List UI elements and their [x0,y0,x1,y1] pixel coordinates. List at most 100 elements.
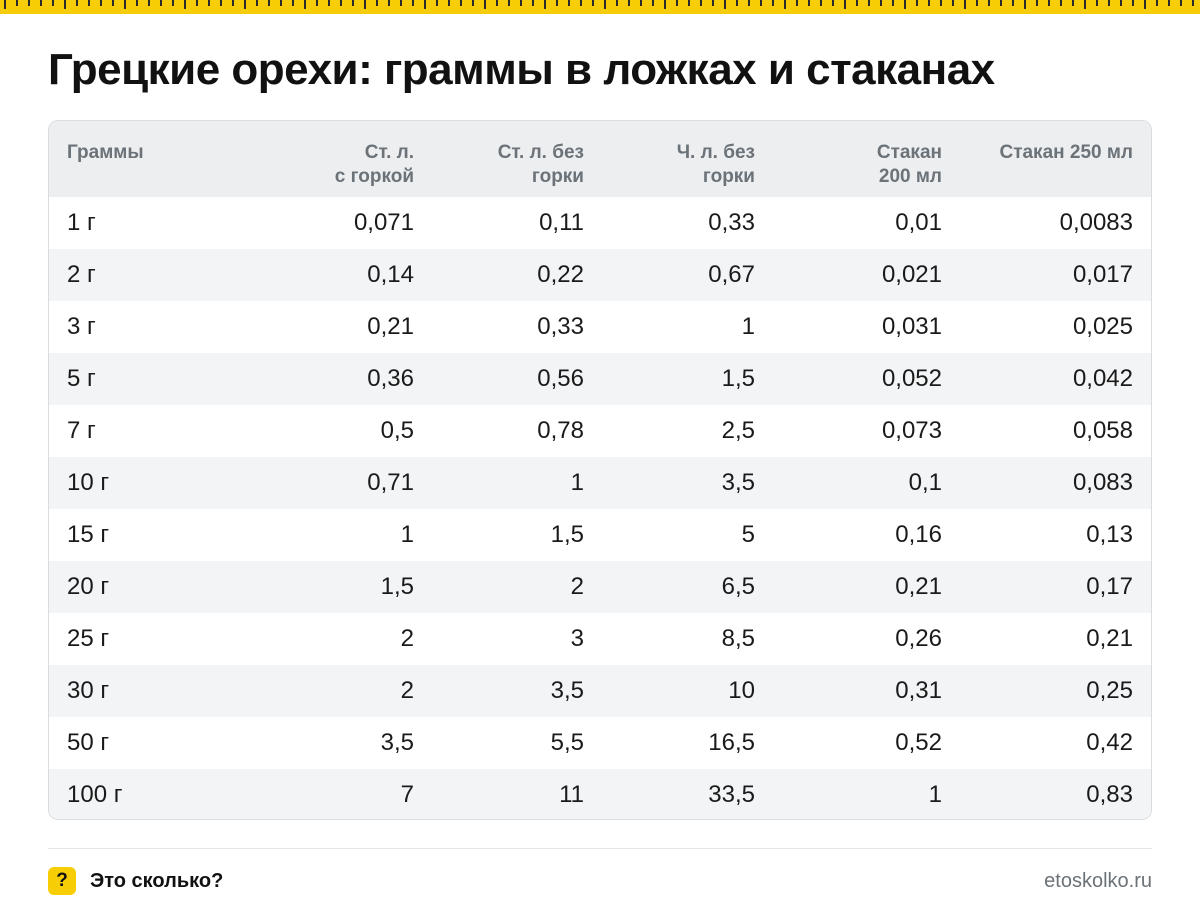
ruler-tick [220,0,222,6]
column-header: Стакан 250 мл [942,121,1151,197]
table-cell: 2 г [67,261,96,288]
ruler-tick [1156,0,1158,6]
table-cell: 3,5 [380,729,414,756]
table-row: 3 г 0,21 0,33 1 0,031 0,025 [49,301,1151,353]
table-cell: 0,073 [881,417,942,444]
table-cell: 2,5 [721,417,755,444]
table-cell: 7 г [67,417,96,444]
ruler-tick [688,0,690,6]
column-header: Ч. л. без горки [584,121,755,197]
ruler-tick [796,0,798,6]
table-cell: 1 г [67,209,96,236]
ruler-tick [868,0,870,6]
site-link[interactable]: etoskolko.ru [1044,870,1152,892]
table-cell: 0,21 [895,573,942,600]
table-cell: 0,052 [881,365,942,392]
table-cell: 0,78 [537,417,584,444]
table-cell: 1 [400,521,414,548]
ruler-tick [760,0,762,6]
table-cell: 0,22 [537,261,584,288]
ruler-tick [592,0,594,6]
column-header-label: Ч. л. без [676,142,755,163]
ruler-tick [892,0,894,6]
ruler-tick [4,0,6,9]
table-cell: 3 г [67,313,96,340]
column-header-label: Ст. л. [364,142,414,163]
ruler-tick [532,0,534,6]
ruler-tick [280,0,282,6]
ruler-tick [820,0,822,6]
table-cell: 30 г [67,677,110,704]
table-cell: 100 г [67,781,123,808]
table-cell: 2 [570,573,584,600]
ruler-tick [196,0,198,6]
ruler-tick [544,0,546,9]
ruler-tick [988,0,990,6]
table-cell: 2 [400,625,414,652]
table-cell: 0,33 [537,313,584,340]
ruler-tick [316,0,318,6]
ruler-tick [340,0,342,6]
table-cell: 0,83 [1086,781,1133,808]
table-cell: 0,031 [881,313,942,340]
ruler-tick [400,0,402,6]
table-cell: 0,5 [380,417,414,444]
ruler-tick [736,0,738,6]
ruler-tick [1132,0,1134,6]
table-header-row: Граммы Ст. л. с горкой Ст. л. без горки Ч. л.… [49,121,1151,197]
table-cell: 0,042 [1072,365,1133,392]
ruler-tick [292,0,294,6]
ruler-tick [700,0,702,6]
table-cell: 0,21 [1086,625,1133,652]
ruler-tick [556,0,558,6]
ruler-tick [244,0,246,9]
ruler-tick [1108,0,1110,6]
table-cell: 11 [559,781,584,808]
column-header-label: с горкой [334,166,414,187]
column-header: Граммы [49,121,284,197]
table-cell: 0,71 [367,469,414,496]
ruler-tick [772,0,774,6]
table-cell: 6,5 [721,573,755,600]
ruler-tick [88,0,90,6]
table-row: 30 г 2 3,5 10 0,31 0,25 [49,665,1151,717]
column-header-label: 200 мл [878,166,942,187]
ruler-tick [124,0,126,9]
ruler-tick [568,0,570,6]
table-cell: 1 [741,313,755,340]
table-cell: 25 г [67,625,110,652]
ruler-tick [412,0,414,6]
ruler-tick [628,0,630,6]
table-cell: 1,5 [550,521,584,548]
ruler-tick [112,0,114,6]
table-cell: 7 [400,781,414,808]
table-row: 7 г 0,5 0,78 2,5 0,073 0,058 [49,405,1151,457]
ruler-tick [28,0,30,6]
ruler-tick [856,0,858,6]
table-cell: 16,5 [708,729,755,756]
ruler-tick [940,0,942,6]
ruler-tick [376,0,378,6]
ruler-tick [604,0,606,9]
table-cell: 2 [400,677,414,704]
ruler-tick [40,0,42,6]
table-row: 15 г 1 1,5 5 0,16 0,13 [49,509,1151,561]
ruler-tick [748,0,750,6]
table-cell: 0,36 [367,365,414,392]
column-header: Ст. л. без горки [414,121,584,197]
ruler-tick [304,0,306,9]
conversion-table: Граммы Ст. л. с горкой Ст. л. без горки Ч. л.… [49,121,1151,819]
ruler-tick [724,0,726,9]
column-header-label: Стакан 250 мл [999,142,1133,163]
table-cell: 0,33 [708,209,755,236]
ruler-tick [916,0,918,6]
table-cell: 0,16 [895,521,942,548]
ruler-decoration [0,0,1200,14]
ruler-tick [1096,0,1098,6]
table-cell: 3,5 [721,469,755,496]
ruler-tick [364,0,366,9]
footer-divider [48,848,1152,849]
column-header-label: горки [702,166,755,187]
table-cell: 0,42 [1086,729,1133,756]
table-cell: 0,52 [895,729,942,756]
